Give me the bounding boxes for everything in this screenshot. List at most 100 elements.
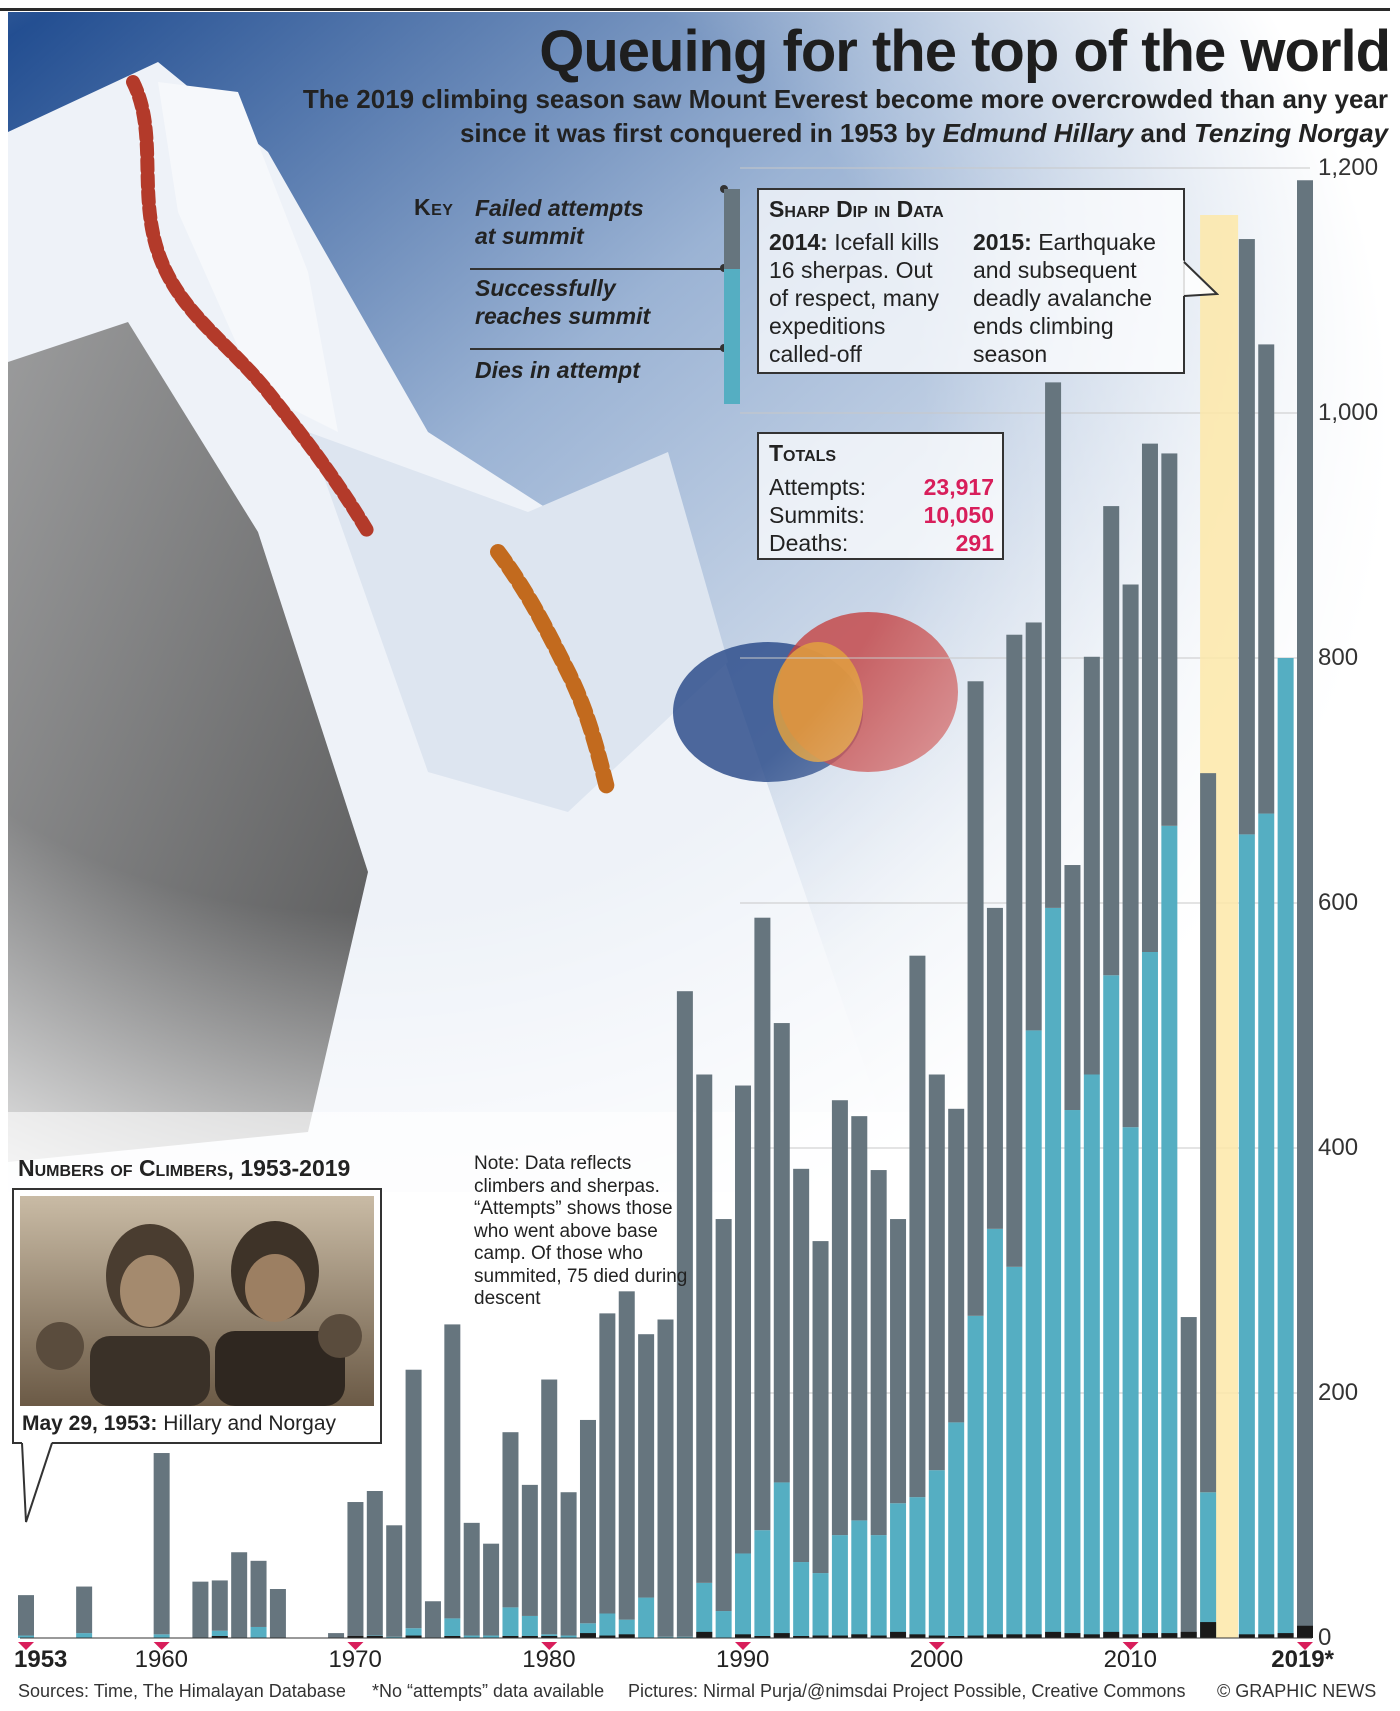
bar-deaths-2014 — [1200, 1622, 1217, 1638]
bar-failed-2017 — [1258, 344, 1275, 814]
x-tick-label: 1990 — [716, 1646, 770, 1673]
bar-deaths-1970 — [347, 1636, 364, 1638]
bar-summits-2009 — [1103, 975, 1120, 1638]
callout-2014-line: Icefall kills — [834, 229, 940, 255]
totals-label: Summits: — [769, 502, 865, 528]
legend-summit-line2: reaches summit — [475, 303, 651, 329]
bar-summits-1991 — [754, 1530, 771, 1638]
legend-divider — [470, 348, 725, 350]
bar-summits-1998 — [890, 1503, 907, 1638]
callout-2015-line: ends climbing — [973, 313, 1114, 339]
bar-summits-1995 — [831, 1535, 848, 1638]
bar-failed-2007 — [1064, 865, 1081, 1111]
bar-summits-1994 — [812, 1573, 829, 1638]
bar-failed-2003 — [986, 907, 1003, 1229]
bar-deaths-1982 — [579, 1633, 596, 1638]
bar-failed-1979 — [521, 1484, 538, 1616]
bar-failed-2011 — [1141, 443, 1158, 952]
bar-failed-1998 — [890, 1219, 907, 1504]
bar-failed-2013 — [1180, 1317, 1197, 1638]
bar-failed-1972 — [386, 1525, 403, 1637]
bar-failed-1995 — [831, 1100, 848, 1536]
subtitle-name-norgay: Tenzing Norgay — [1193, 118, 1388, 148]
bar-summits-1973 — [405, 1628, 422, 1638]
bar-failed-1992 — [773, 1023, 790, 1483]
bar-deaths-1993 — [793, 1636, 810, 1638]
legend-failed-line2: at summit — [475, 223, 584, 249]
legend-swatch-summit — [724, 269, 740, 348]
chart-heading: Numbers of Climbers, 1953-2019 — [18, 1155, 351, 1181]
footer-pictures: Pictures: Nirmal Purja/@nimsdai Project … — [628, 1681, 1186, 1701]
subtitle-text: The 2019 climbing season saw Mount Evere… — [302, 84, 1388, 148]
y-tick-label: 200 — [1318, 1379, 1359, 1406]
bar-failed-1953 — [18, 1595, 34, 1636]
bar-deaths-2003 — [986, 1634, 1003, 1638]
y-tick-label: 800 — [1318, 644, 1359, 671]
page-title: Queuing for the top of the world — [539, 19, 1391, 84]
year-marker — [928, 1642, 945, 1650]
bar-failed-2008 — [1083, 656, 1100, 1075]
bar-deaths-2007 — [1064, 1633, 1081, 1638]
bar-deaths-1983 — [599, 1635, 616, 1638]
callout-2014-year: 2014: — [769, 229, 828, 255]
bar-failed-1956 — [76, 1586, 93, 1634]
x-tick-label: 2019* — [1271, 1646, 1334, 1673]
top-rule — [0, 8, 1390, 11]
y-tick-label: 400 — [1318, 1134, 1359, 1161]
bar-failed-1977 — [483, 1543, 500, 1636]
bar-deaths-1991 — [754, 1636, 771, 1638]
totals-label: Attempts: — [769, 474, 867, 500]
bar-failed-1969 — [328, 1633, 345, 1638]
bar-deaths-2012 — [1161, 1633, 1178, 1638]
callout-2014: 2014: Icefall kills 16 sherpas. Out of res… — [769, 228, 939, 368]
bar-summits-1960 — [153, 1634, 170, 1638]
bar-summits-2016 — [1238, 834, 1255, 1638]
legend-summit-line1: Successfully — [475, 275, 616, 301]
bar-failed-1991 — [754, 917, 771, 1531]
photo-date: May 29, 1953: — [22, 1412, 158, 1435]
year-marker — [541, 1642, 558, 1650]
bar-summits-2017 — [1258, 813, 1275, 1638]
legend-title: Key — [414, 194, 454, 220]
bar-summits-2010 — [1122, 1127, 1139, 1638]
bar-summits-2008 — [1083, 1074, 1100, 1638]
x-tick-label: 2000 — [909, 1646, 964, 1673]
totals-box: Totals Attempts: 23,917 Summits: 10,050 De… — [757, 432, 1004, 560]
bar-summits-1989 — [715, 1611, 732, 1638]
bar-deaths-1971 — [366, 1636, 383, 1638]
bar-failed-1985 — [638, 1334, 655, 1598]
legend-divider — [470, 268, 725, 270]
bar-summits-2000 — [928, 1470, 945, 1638]
bar-summits-1988 — [696, 1582, 713, 1638]
callout-2015-year: 2015: — [973, 229, 1032, 255]
photo-pointer — [21, 1442, 53, 1523]
bar-failed-2016 — [1238, 239, 1255, 835]
bar-deaths-1999 — [909, 1634, 926, 1638]
bar-failed-1982 — [579, 1419, 596, 1624]
bar-summits-1996 — [851, 1520, 868, 1638]
bar-deaths-2018 — [1277, 1633, 1294, 1638]
bar-deaths-1992 — [773, 1633, 790, 1638]
legend-item-failed: Failed attempts at summit — [475, 194, 725, 250]
sharp-dip-callout: Sharp Dip in Data 2014: Icefall kills 16 … — [757, 188, 1185, 374]
y-tick-label: 600 — [1318, 889, 1359, 916]
bar-deaths-2005 — [1025, 1634, 1042, 1638]
y-tick-label: 1,200 — [1318, 154, 1379, 181]
bar-summits-1965 — [250, 1626, 267, 1638]
bar-summits-2011 — [1141, 952, 1158, 1638]
bar-deaths-2006 — [1045, 1631, 1062, 1638]
bar-failed-1993 — [793, 1168, 810, 1563]
callout-2015: 2015: Earthquake and subsequent deadly ava… — [973, 228, 1156, 368]
totals-row-deaths: Deaths: 291 — [769, 530, 994, 557]
bar-deaths-1984 — [618, 1634, 635, 1638]
bar-failed-2012 — [1161, 453, 1178, 826]
bar-failed-2019 — [1297, 180, 1313, 1638]
totals-title: Totals — [769, 440, 837, 466]
x-tick-label: 1960 — [134, 1646, 189, 1673]
bar-summits-1979 — [521, 1615, 538, 1638]
footer-copyright: © GRAPHIC NEWS — [1217, 1681, 1377, 1701]
bar-failed-1987 — [676, 991, 693, 1637]
bar-failed-1975 — [444, 1324, 461, 1619]
bar-deaths-1980 — [541, 1636, 558, 1638]
